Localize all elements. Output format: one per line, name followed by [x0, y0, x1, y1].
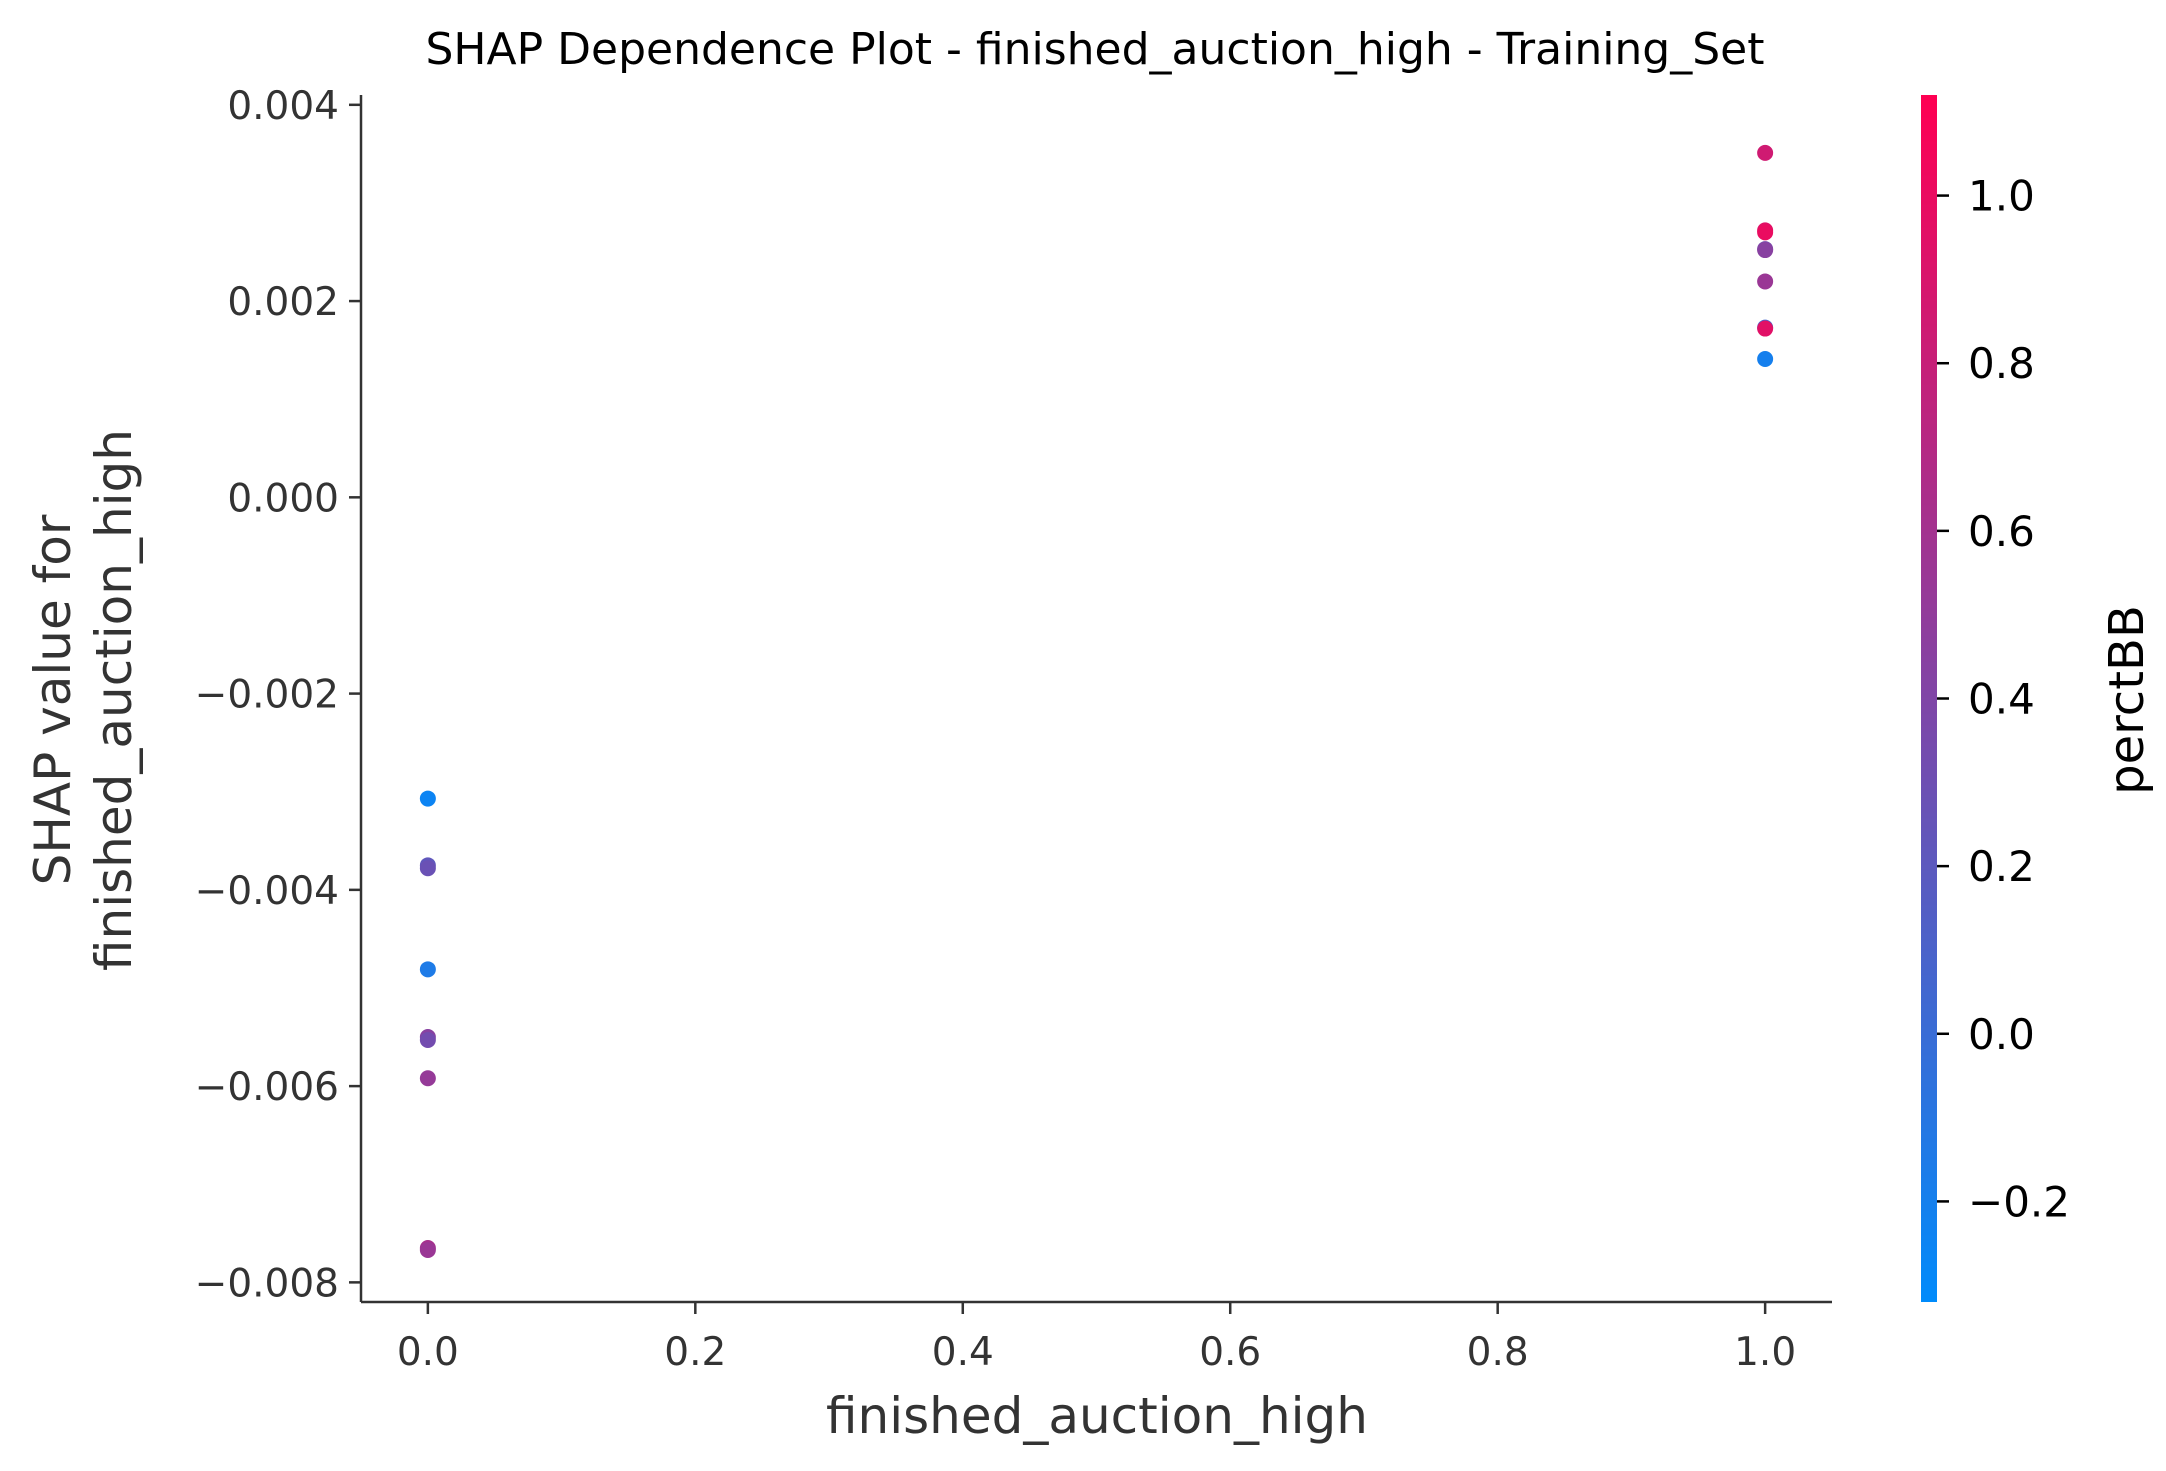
colorbar-tick-label: −0.2 — [1968, 1177, 2070, 1226]
y-tick-label: 0.000 — [227, 476, 339, 521]
x-axis-label: finished_auction_high — [826, 1387, 1368, 1445]
colorbar-tick-label: 0.4 — [1968, 675, 2035, 724]
y-tick-label: −0.002 — [195, 673, 339, 718]
y-tick-label: −0.008 — [195, 1261, 339, 1306]
colorbar-ticks: −0.2 0.0 0.2 0.4 0.6 0.8 1.0 — [1937, 172, 2070, 1226]
y-axis-ticks: −0.008 −0.006 −0.004 −0.002 0.000 0.002 0.004 — [195, 84, 361, 1306]
x-tick-label: 0.4 — [932, 1330, 994, 1375]
y-axis-label-line-1: SHAP value for — [24, 514, 82, 885]
scatter-point — [419, 790, 436, 807]
scatter-point — [419, 961, 436, 978]
scatter-point — [1757, 320, 1774, 337]
scatter-point — [1757, 144, 1774, 161]
scatter-point — [1757, 242, 1774, 259]
y-axis-label-line-2: finished_auction_high — [85, 429, 143, 971]
y-tick-label: −0.006 — [195, 1065, 339, 1110]
scatter-point — [1757, 224, 1774, 241]
colorbar-tick-label: 0.8 — [1968, 339, 2035, 388]
chart-title: SHAP Dependence Plot - finished_auction_… — [426, 24, 1765, 75]
x-tick-label: 0.8 — [1467, 1330, 1529, 1375]
colorbar — [1921, 95, 1937, 1302]
scatter-points — [419, 144, 1774, 1258]
y-tick-label: −0.004 — [195, 869, 339, 914]
scatter-point — [1757, 350, 1774, 367]
scatter-point — [419, 860, 436, 877]
x-tick-label: 0.6 — [1199, 1330, 1261, 1375]
scatter-point — [419, 1031, 436, 1048]
y-tick-label: 0.002 — [227, 280, 339, 325]
x-tick-label: 1.0 — [1734, 1330, 1796, 1375]
colorbar-tick-label: 0.2 — [1968, 842, 2035, 891]
x-axis-ticks: 0.0 0.2 0.4 0.6 0.8 1.0 — [397, 1302, 1796, 1375]
x-tick-label: 0.2 — [664, 1330, 726, 1375]
y-tick-label: 0.004 — [227, 84, 339, 129]
colorbar-tick-label: 0.6 — [1968, 507, 2035, 556]
scatter-point — [419, 1241, 436, 1258]
scatter-point — [419, 1070, 436, 1087]
x-tick-label: 0.0 — [397, 1330, 459, 1375]
scatter-point — [1757, 273, 1774, 290]
colorbar-tick-label: 0.0 — [1968, 1010, 2035, 1059]
colorbar-label: perctBB — [2099, 605, 2155, 795]
colorbar-tick-label: 1.0 — [1968, 172, 2035, 221]
